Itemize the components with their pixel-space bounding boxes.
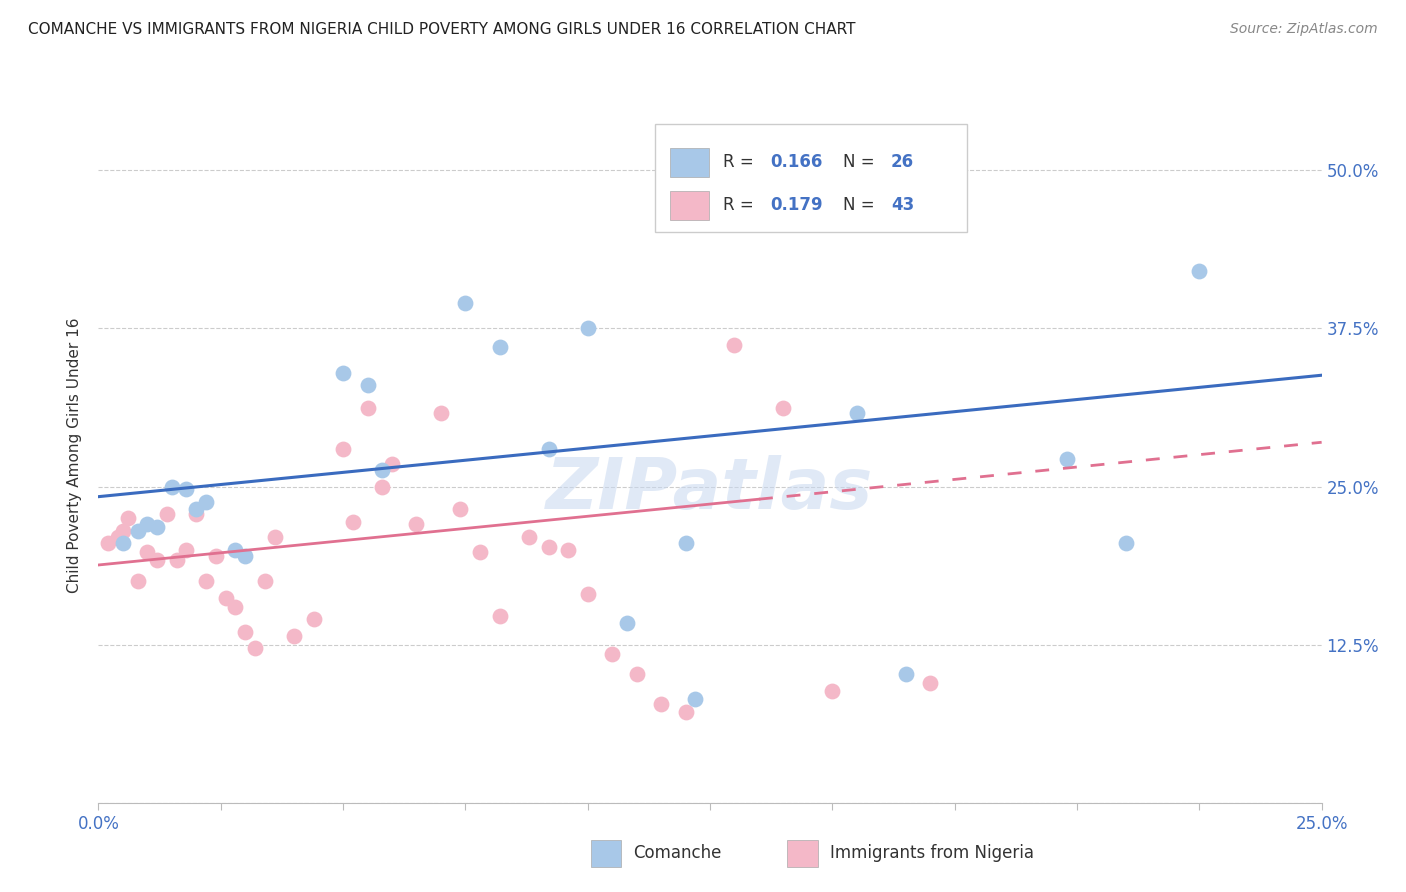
Point <box>920 675 942 690</box>
Point <box>468 545 491 559</box>
Text: Immigrants from Nigeria: Immigrants from Nigeria <box>830 844 1033 862</box>
Text: 0.179: 0.179 <box>770 196 823 214</box>
Text: R =: R = <box>724 196 759 214</box>
Point <box>214 591 236 605</box>
Point <box>263 530 285 544</box>
Point <box>488 608 510 623</box>
Point <box>537 541 560 555</box>
Point <box>450 502 472 516</box>
Point <box>356 378 378 392</box>
Point <box>675 536 697 550</box>
Point <box>195 494 218 508</box>
Point <box>650 697 672 711</box>
Text: COMANCHE VS IMMIGRANTS FROM NIGERIA CHILD POVERTY AMONG GIRLS UNDER 16 CORRELATI: COMANCHE VS IMMIGRANTS FROM NIGERIA CHIL… <box>28 22 856 37</box>
Point <box>127 524 149 538</box>
Point <box>205 549 228 563</box>
Point <box>136 545 159 559</box>
Text: 26: 26 <box>891 153 914 171</box>
Point <box>894 666 917 681</box>
Text: R =: R = <box>724 153 759 171</box>
Y-axis label: Child Poverty Among Girls Under 16: Child Poverty Among Girls Under 16 <box>67 318 83 592</box>
Point <box>107 530 129 544</box>
Point <box>517 530 540 544</box>
Point <box>233 549 256 563</box>
Point <box>253 574 276 589</box>
Point <box>576 587 599 601</box>
FancyBboxPatch shape <box>669 147 709 177</box>
Point <box>430 406 453 420</box>
Point <box>224 599 246 614</box>
Point <box>111 536 134 550</box>
Point <box>600 647 623 661</box>
Point <box>381 457 404 471</box>
Point <box>186 502 208 516</box>
Text: N =: N = <box>844 196 880 214</box>
Point <box>371 463 394 477</box>
Point <box>557 542 579 557</box>
Point <box>233 625 256 640</box>
Text: 0.166: 0.166 <box>770 153 823 171</box>
Point <box>616 616 638 631</box>
Text: ZIPatlas: ZIPatlas <box>547 455 873 524</box>
Point <box>127 574 149 589</box>
Point <box>821 684 844 698</box>
FancyBboxPatch shape <box>669 191 709 220</box>
Point <box>195 574 218 589</box>
Point <box>111 524 134 538</box>
Point <box>186 508 208 522</box>
Point <box>1188 264 1211 278</box>
Text: 43: 43 <box>891 196 914 214</box>
Point <box>332 442 354 456</box>
Point <box>342 515 364 529</box>
Point <box>1115 536 1137 550</box>
Point <box>675 705 697 719</box>
Point <box>626 666 648 681</box>
Point <box>160 479 183 493</box>
Point <box>405 517 427 532</box>
Point <box>371 479 394 493</box>
Point <box>156 508 179 522</box>
Point <box>356 401 378 416</box>
Point <box>97 536 120 550</box>
Point <box>283 629 305 643</box>
Point <box>454 296 477 310</box>
Point <box>772 401 794 416</box>
Text: Comanche: Comanche <box>633 844 721 862</box>
Point <box>224 542 246 557</box>
Point <box>176 542 198 557</box>
Point <box>685 692 707 706</box>
Point <box>302 612 325 626</box>
Point <box>723 338 745 352</box>
Text: N =: N = <box>844 153 880 171</box>
Point <box>537 442 560 456</box>
Point <box>797 163 820 178</box>
Point <box>243 641 266 656</box>
Point <box>166 553 188 567</box>
Point <box>576 321 599 335</box>
Point <box>146 520 169 534</box>
Point <box>136 517 159 532</box>
Point <box>176 482 198 496</box>
Point <box>845 406 868 420</box>
Point <box>488 340 510 354</box>
Point <box>146 553 169 567</box>
FancyBboxPatch shape <box>655 124 967 232</box>
Point <box>117 511 139 525</box>
Point <box>1056 451 1078 466</box>
Text: Source: ZipAtlas.com: Source: ZipAtlas.com <box>1230 22 1378 37</box>
Point <box>332 366 354 380</box>
